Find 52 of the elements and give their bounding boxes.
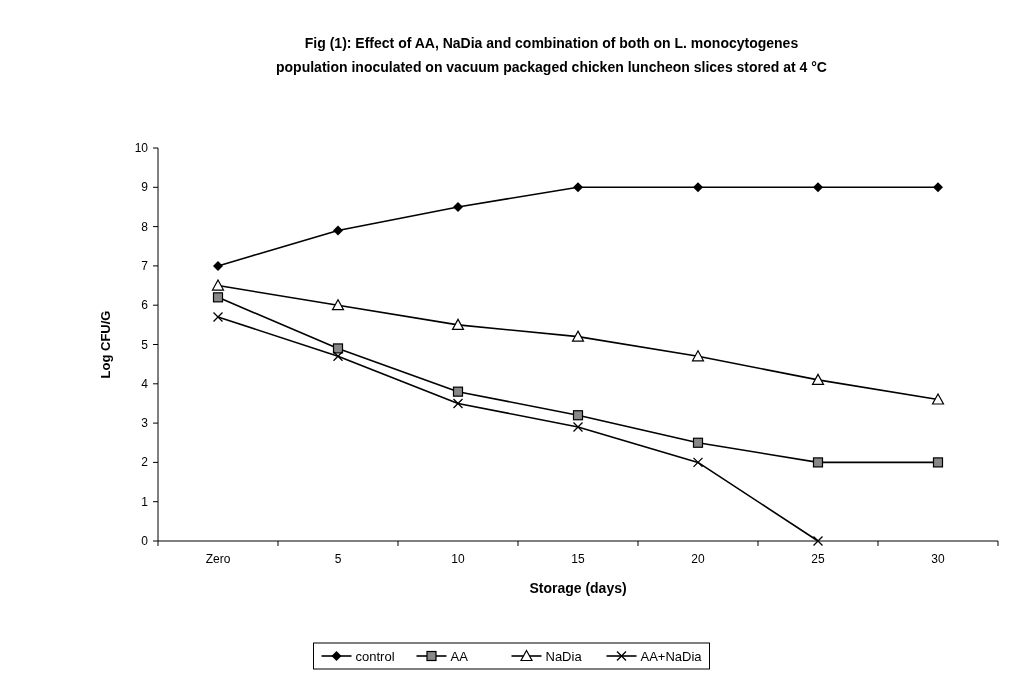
point xyxy=(453,201,463,212)
point xyxy=(452,398,464,409)
point xyxy=(813,182,823,193)
y-tick-label: 1 xyxy=(141,494,149,509)
point xyxy=(573,182,583,193)
point xyxy=(452,386,464,397)
legend-label: AA xyxy=(450,649,469,664)
x-tick-label: 30 xyxy=(931,552,945,566)
legend-label: NaDia xyxy=(545,649,583,664)
point xyxy=(932,457,944,468)
legend-label: AA+NaDia xyxy=(640,649,703,664)
x-tick-label: 5 xyxy=(334,552,342,566)
point xyxy=(931,393,945,405)
point xyxy=(812,535,824,547)
point xyxy=(692,457,704,468)
y-tick-label: 7 xyxy=(141,258,149,273)
y-tick-label: 2 xyxy=(141,455,149,470)
y-tick-label: 5 xyxy=(141,337,149,352)
x-tick-label: Zero xyxy=(205,552,231,566)
x-axis-title: Storage (days) xyxy=(529,580,627,596)
point xyxy=(691,350,705,362)
chart-title: Fig (1): Effect of AA, NaDia and combination of both on L. monocytogenes population inoculated on vacuum packaged chicken luncheon slices stored at 4 °C xyxy=(276,35,827,75)
point xyxy=(332,343,344,354)
x-tick-label: 20 xyxy=(691,552,705,566)
point xyxy=(812,457,824,468)
y-tick-label: 8 xyxy=(141,219,149,234)
point xyxy=(811,373,825,385)
point xyxy=(933,182,943,193)
point xyxy=(212,311,224,323)
point xyxy=(332,351,344,362)
point xyxy=(212,292,224,303)
y-tick-label: 9 xyxy=(141,180,149,195)
y-tick-label: 10 xyxy=(134,141,149,155)
x-tick-label: 10 xyxy=(451,552,465,566)
y-tick-label: 0 xyxy=(141,534,149,548)
y-axis-title: Log CFU/G xyxy=(98,310,113,379)
y-tick-label: 3 xyxy=(141,416,149,431)
point xyxy=(333,225,343,236)
point xyxy=(572,410,584,421)
y-tick-label: 4 xyxy=(141,376,149,391)
point xyxy=(572,421,584,433)
point xyxy=(692,437,704,448)
point xyxy=(693,182,703,193)
x-tick-label: 25 xyxy=(811,552,825,566)
y-tick-label: 6 xyxy=(141,298,149,313)
point xyxy=(213,260,223,271)
legend-label: control xyxy=(355,649,395,664)
x-tick-label: 15 xyxy=(571,552,585,566)
point xyxy=(571,330,585,342)
point xyxy=(211,279,225,291)
point xyxy=(451,318,465,330)
point xyxy=(331,299,345,311)
